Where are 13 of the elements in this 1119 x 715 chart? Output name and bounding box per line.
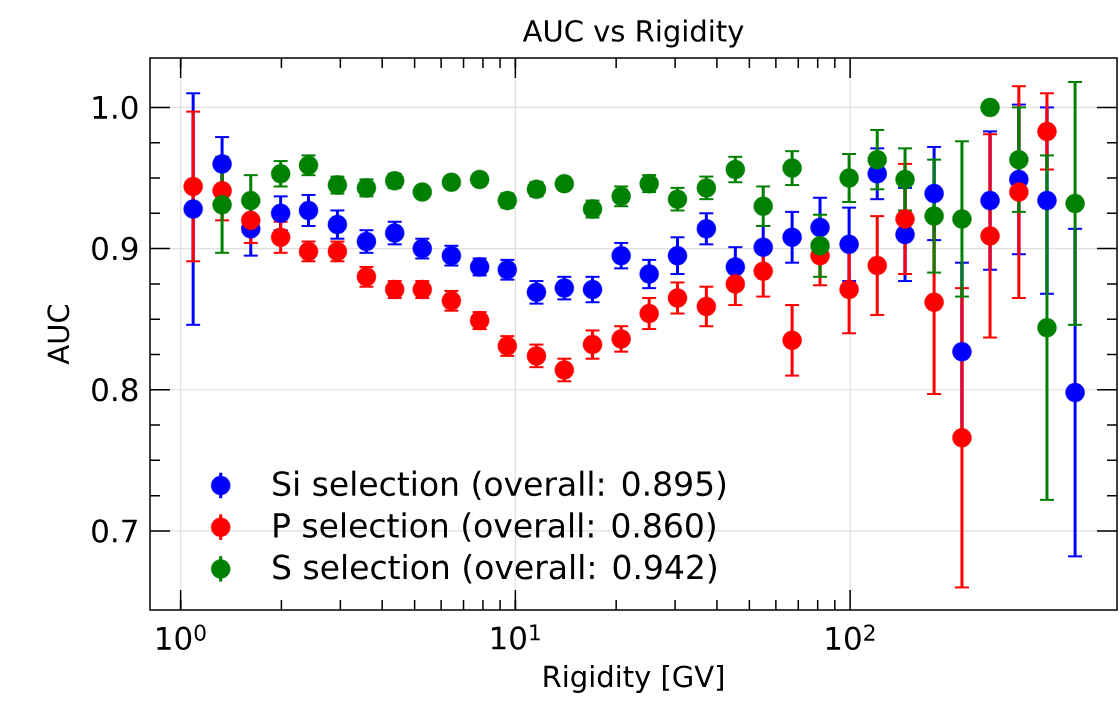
y-tick-label: 0.8 bbox=[92, 378, 138, 402]
x-tick-label: 10$^{0}$ bbox=[157, 624, 206, 651]
legend-label: Si selection (overall: 0.895) bbox=[273, 470, 726, 501]
chart-title: AUC vs Rigidity bbox=[522, 19, 744, 48]
legend-label: P selection (overall: 0.860) bbox=[274, 512, 715, 542]
x-tick-label: 10$^{1}$ bbox=[491, 624, 540, 650]
y-tick-label: 1.0 bbox=[93, 95, 138, 120]
y-tick-label: 0.9 bbox=[92, 236, 138, 261]
x-tick-label: 10$^{2}$ bbox=[826, 624, 875, 651]
x-axis-title: Rigidity [GV] bbox=[544, 664, 723, 693]
y-tick-label: 0.7 bbox=[92, 519, 137, 543]
legend-label: S selection (overall: 0.942) bbox=[273, 554, 716, 584]
y-axis-title: AUC bbox=[47, 304, 70, 365]
